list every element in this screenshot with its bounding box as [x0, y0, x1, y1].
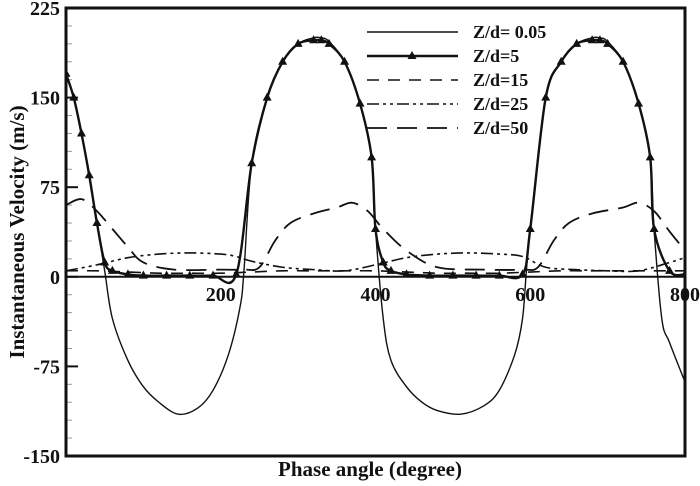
series-line-1: [66, 38, 685, 285]
triangle-marker: [595, 35, 605, 44]
y-tick-label: 150: [30, 88, 60, 110]
triangle-marker: [618, 56, 628, 65]
triangle-marker: [247, 158, 257, 167]
triangle-marker: [316, 35, 326, 44]
triangle-marker: [649, 224, 659, 233]
triangle-marker: [572, 38, 582, 47]
plot-frame: [64, 6, 687, 458]
triangle-marker: [603, 38, 613, 47]
y-axis-ticks: -150 -75 0 75 150 225: [23, 0, 60, 468]
y-axis-title: Instantaneous Velocity (m/s): [5, 105, 29, 358]
triangle-marker: [645, 152, 655, 161]
triangle-marker: [84, 170, 94, 179]
triangle-marker: [518, 269, 528, 278]
triangle-marker: [371, 224, 380, 233]
triangle-marker: [525, 224, 535, 233]
triangle-marker: [355, 98, 365, 107]
y-tick-label: 75: [40, 177, 60, 199]
triangle-marker: [76, 128, 86, 137]
y-tick-label: 225: [30, 0, 60, 20]
x-tick-label: 400: [361, 284, 391, 306]
series-lines: [66, 35, 685, 416]
triangle-marker: [262, 92, 272, 101]
triangle-marker: [293, 38, 303, 47]
x-axis-ticks: 200 400 600 800: [206, 284, 700, 306]
triangle-marker: [665, 265, 675, 274]
legend-label: Z/d= 0.05: [473, 22, 546, 42]
triangle-marker: [69, 92, 79, 101]
legend-label: Z/d=5: [473, 46, 519, 66]
triangle-marker: [324, 38, 334, 47]
triangle-marker: [634, 98, 644, 107]
triangle-marker: [556, 56, 566, 65]
y-tick-label: 0: [50, 267, 60, 289]
x-tick-label: 800: [670, 284, 700, 306]
legend-label: Z/d=50: [473, 118, 528, 138]
triangle-marker: [367, 152, 377, 161]
triangle-marker: [541, 92, 551, 101]
triangle-marker: [123, 269, 133, 278]
triangle-marker: [587, 35, 597, 44]
y-tick-label: -150: [23, 446, 60, 468]
triangle-marker: [401, 269, 411, 278]
x-tick-label: 200: [206, 284, 236, 306]
x-axis-title: Phase angle (degree): [278, 457, 462, 481]
legend: Z/d= 0.05 Z/d=5 Z/d=15 Z/d=25 Z/d=50: [367, 22, 546, 138]
triangle-marker: [309, 35, 319, 44]
legend-label: Z/d=25: [473, 94, 528, 114]
triangle-marker: [278, 56, 288, 65]
series-line-3: [66, 252, 685, 273]
triangle-marker-icon: [407, 51, 417, 59]
x-tick-label: 600: [515, 284, 545, 306]
triangle-marker: [92, 218, 102, 227]
triangle-marker: [340, 56, 350, 65]
y-tick-label: -75: [33, 356, 60, 378]
legend-label: Z/d=15: [473, 70, 528, 90]
triangle-marker: [378, 257, 388, 266]
series-line-4: [66, 198, 685, 272]
